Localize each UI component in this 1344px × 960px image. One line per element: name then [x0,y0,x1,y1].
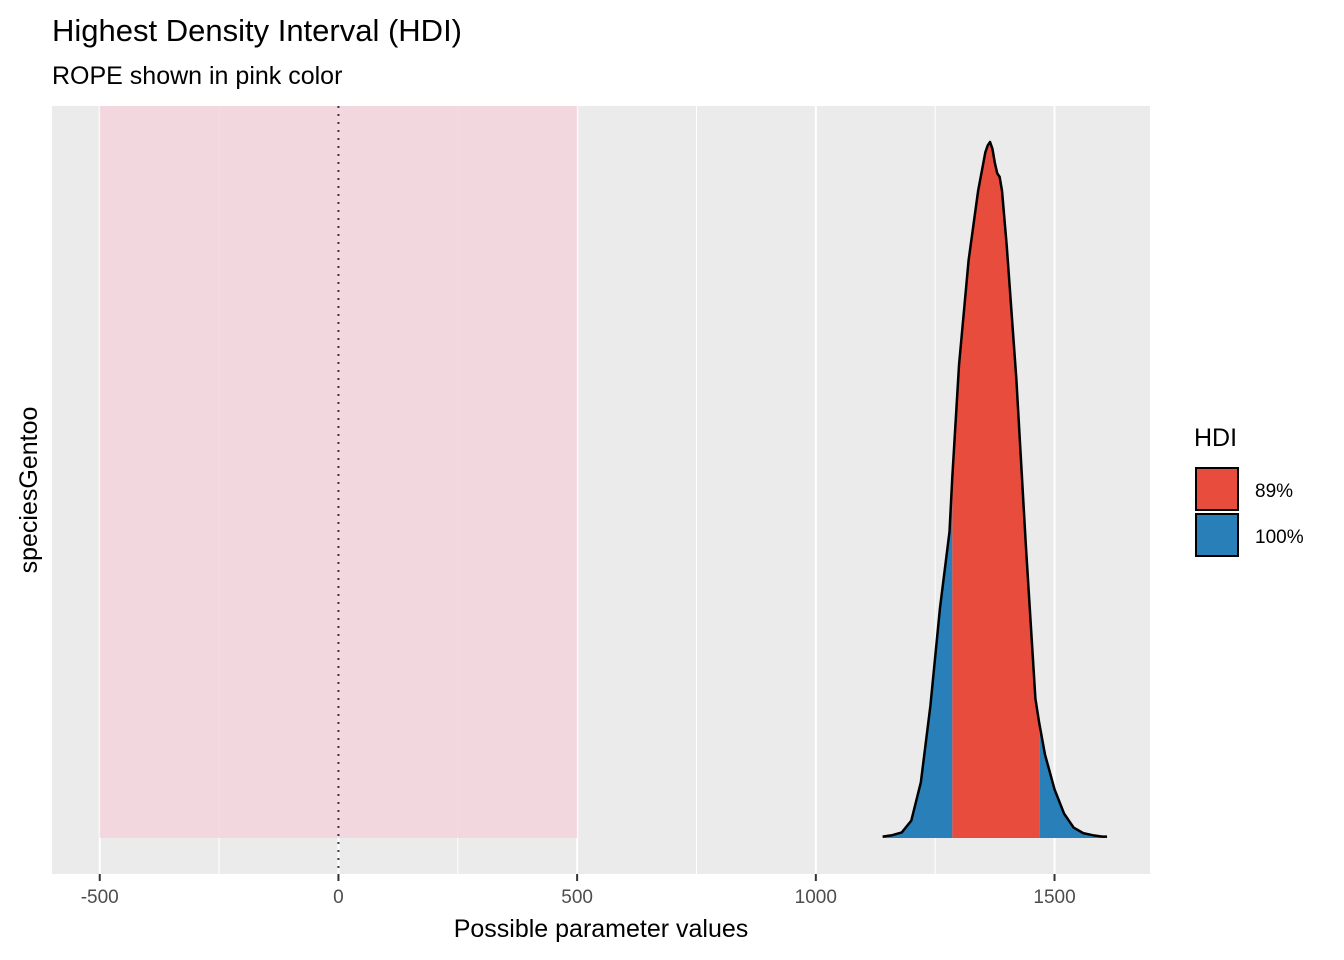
legend-label-89: 89% [1255,481,1293,502]
x-axis-title: Possible parameter values [454,915,749,943]
x-tick-label: 1500 [1033,887,1075,908]
legend-swatch-89 [1195,467,1239,511]
rope-band [99,106,578,838]
legend-swatch-100 [1195,513,1239,557]
chart-title: Highest Density Interval (HDI) [52,13,462,48]
density-area-100-left [882,476,953,838]
density-layer [882,140,1108,838]
y-axis-title: speciesGentoo [15,407,43,574]
legend: HDI 89% 100% [1194,424,1304,557]
x-axis-ticks: -500 0 500 1000 1500 [81,874,1076,908]
chart-subtitle: ROPE shown in pink color [52,62,342,90]
x-tick-label: 500 [561,887,593,908]
density-outline [882,140,1108,838]
density-area-89 [952,142,1040,838]
legend-label-100: 100% [1255,527,1304,548]
x-tick-label: 0 [333,887,344,908]
x-tick-label: -500 [81,887,119,908]
legend-title: HDI [1194,424,1237,452]
density-area-100-right [1039,723,1108,838]
x-tick-label: 1000 [795,887,837,908]
rope-layer [99,106,578,838]
